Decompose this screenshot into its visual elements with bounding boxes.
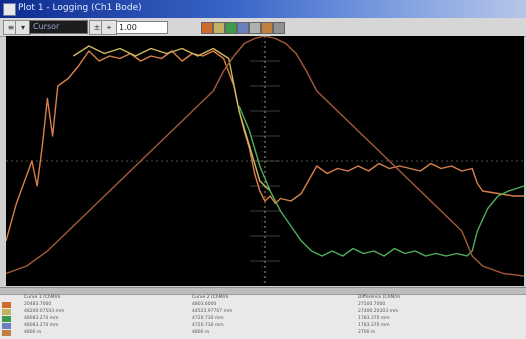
legend-swatch	[2, 302, 11, 308]
plot-canvas[interactable]	[6, 36, 524, 286]
value-field[interactable]: 1.00	[116, 21, 168, 34]
legend-cell: 4800 m	[24, 330, 42, 335]
legend-row[interactable]: 48200.07503 mm 44523.97707 mm 27400.2030…	[0, 309, 526, 316]
legend-row[interactable]: 48083.270 mm 4720.730 mm 1783.370 mm	[0, 316, 526, 323]
legend-cell: 20483.7000	[24, 302, 52, 307]
legend-row[interactable]: 20483.7000 4803.6000 27500.7000	[0, 302, 526, 309]
legend-swatch	[2, 323, 11, 329]
series-line-4	[6, 36, 524, 277]
series-line-1	[6, 50, 524, 242]
series-line-3	[238, 105, 524, 257]
plot-gridlines	[6, 36, 524, 286]
color-swatch-7[interactable]	[273, 22, 285, 34]
legend-header-2: Curve 2 (ChM/m	[192, 295, 229, 300]
color-swatch-4[interactable]	[237, 22, 249, 34]
color-swatch-6[interactable]	[261, 22, 273, 34]
legend-cell: 4800 m	[192, 330, 210, 335]
legend-cell: 4803.6000	[192, 302, 217, 307]
legend-cell: 27500.7000	[358, 302, 386, 307]
legend-cell: 1783.370 mm	[358, 323, 390, 328]
color-swatch-1[interactable]	[201, 22, 213, 34]
legend-cell: 44523.97707 mm	[192, 309, 233, 314]
legend-swatch	[2, 309, 11, 315]
legend-swatch	[2, 330, 11, 336]
app-icon	[3, 3, 16, 16]
color-swatch-5[interactable]	[249, 22, 261, 34]
plot-area[interactable]	[6, 36, 524, 286]
legend-cell: 48083.270 mm	[24, 316, 59, 321]
legend-cell: 48200.07503 mm	[24, 309, 65, 314]
legend-cell: 2700 m	[358, 330, 376, 335]
series-line-2	[72, 45, 271, 192]
legend-header-1: Curve 1 (ChM/m	[24, 295, 61, 300]
color-swatch-2[interactable]	[213, 22, 225, 34]
legend-cell: 1783.370 mm	[358, 316, 390, 321]
legend-cell: 27400.20303 mm	[358, 309, 399, 314]
plot-series	[6, 36, 524, 277]
legend-row[interactable]: 4800 m 4800 m 2700 m	[0, 330, 526, 337]
legend-row[interactable]: 48083.270 mm 4720.730 mm 1783.370 mm	[0, 323, 526, 330]
legend-swatch	[2, 316, 11, 322]
legend-cell: 4720.730 mm	[192, 316, 224, 321]
horizontal-scrollbar[interactable]	[0, 287, 526, 295]
legend-panel: Curve 1 (ChM/m Curve 2 (ChM/m Difference…	[0, 294, 526, 339]
cursor-icon[interactable]: ⌖	[101, 20, 117, 35]
legend-cell: 48083.270 mm	[24, 323, 59, 328]
toolbar: ≡ ▾ Cursor Values ± ⌖ 1.00	[0, 18, 526, 43]
window-title: Plot 1 - Logging (Ch1 Bode)	[18, 3, 142, 13]
legend-cell: 4720.730 mm	[192, 323, 224, 328]
legend-header-3: Difference (ChM/m	[358, 295, 401, 300]
view-select[interactable]: Cursor Values	[29, 20, 88, 43]
title-bar[interactable]: Plot 1 - Logging (Ch1 Bode)	[0, 0, 526, 18]
color-swatch-3[interactable]	[225, 22, 237, 34]
